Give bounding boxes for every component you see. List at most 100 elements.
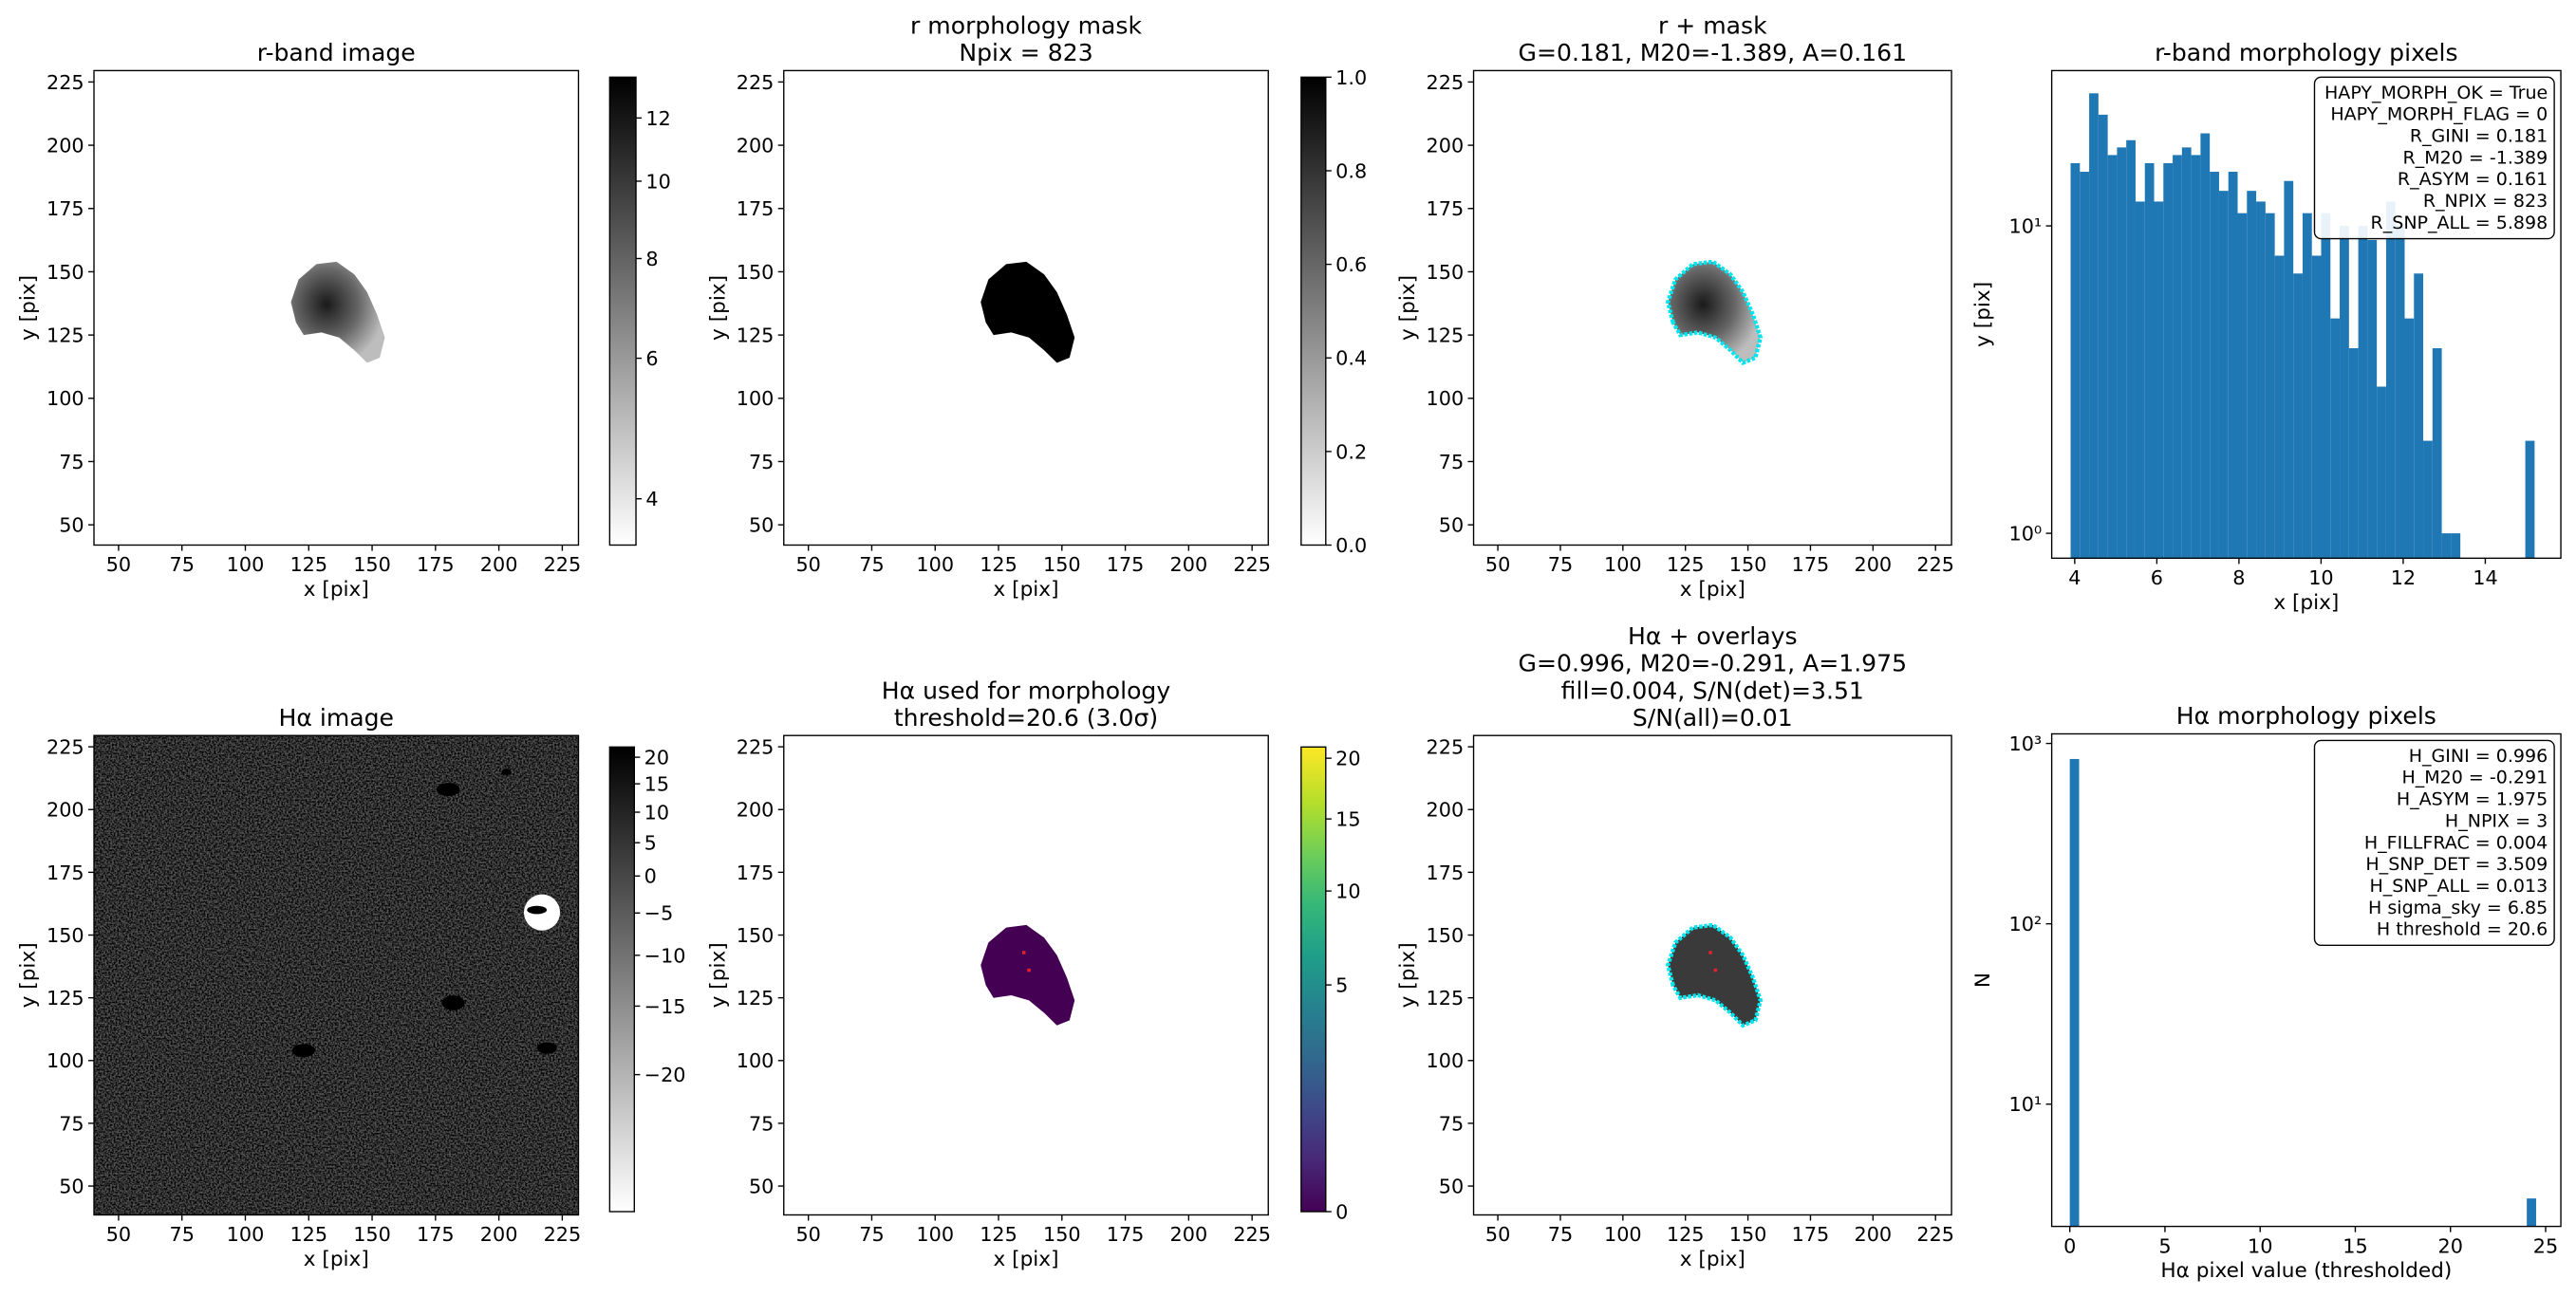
annotation-line: H_SNP_ALL = 0.013 (2369, 876, 2548, 897)
annotation-line: H_SNP_DET = 3.509 (2365, 854, 2548, 875)
y-tick-label: 75 (59, 451, 84, 473)
y-tick-label: 225 (1427, 71, 1465, 94)
y-tick-label: 50 (1439, 1175, 1464, 1197)
histogram-bar (2441, 533, 2452, 559)
x-tick-label: 75 (1548, 1223, 1573, 1246)
x-tick-label: 12 (2391, 566, 2416, 589)
x-tick-label: 200 (1855, 1223, 1893, 1246)
x-tick-label: 175 (1792, 1223, 1830, 1246)
x-tick-label: 225 (1233, 553, 1271, 576)
colorbar (608, 746, 636, 1213)
y-tick-label: 200 (1427, 135, 1465, 157)
x-axis-label: x [pix] (1680, 578, 1745, 602)
chart-title: threshold=20.6 (3.0σ) (894, 704, 1158, 732)
x-tick-label: 225 (1916, 553, 1954, 576)
detected-pixel (1708, 951, 1712, 954)
y-tick-label: 100 (47, 387, 84, 410)
y-tick-label: 150 (47, 924, 84, 947)
colorbar-tick-label: 15 (644, 773, 669, 796)
histogram-bar (2525, 440, 2535, 559)
x-tick-label: 200 (1170, 553, 1208, 576)
axes-frame (2050, 732, 2562, 1228)
y-tick-label: 50 (59, 1175, 84, 1197)
histogram-bar (2080, 172, 2090, 559)
annotation-line: H_NPIX = 3 (2445, 810, 2548, 831)
chart-title: G=0.996, M20=-0.291, A=1.975 (1519, 650, 1908, 677)
bright-source (441, 995, 465, 1010)
histogram-bar (2218, 191, 2229, 559)
y-tick-label: 225 (47, 736, 84, 759)
x-tick-label: 0 (2063, 1234, 2076, 1257)
chart-title: Hα + overlays (1628, 622, 1798, 650)
x-tick-label: 200 (480, 553, 518, 576)
x-tick-label: 75 (859, 1223, 884, 1246)
histogram-bar (2395, 226, 2405, 559)
histogram-bar (2423, 440, 2433, 559)
y-tick-label: 200 (1427, 799, 1465, 822)
colorbar-tick-label: 1.0 (1335, 66, 1367, 89)
x-tick-label: 10 (2308, 566, 2333, 589)
y-tick-label: 175 (737, 862, 775, 884)
x-tick-label: 100 (1604, 1223, 1642, 1246)
annotation-line: H_GINI = 0.996 (2409, 746, 2548, 767)
y-tick-label: 75 (1439, 1112, 1464, 1135)
x-axis-label: x [pix] (993, 1248, 1058, 1271)
chart-title: Hα used for morphology (882, 676, 1171, 704)
y-tick-label: 150 (1427, 924, 1465, 947)
x-tick-label: 75 (170, 553, 195, 576)
x-tick-label: 125 (1667, 553, 1705, 576)
y-tick-label: 125 (47, 987, 84, 1010)
colorbar-tick-label: 0 (1335, 1200, 1348, 1223)
histogram-bar (2414, 273, 2424, 559)
annotation-line: H threshold = 20.6 (2377, 919, 2548, 940)
histogram-bar (2377, 386, 2386, 559)
annotation-box (2313, 76, 2555, 240)
x-tick-label: 50 (106, 1223, 131, 1246)
x-tick-label: 175 (417, 553, 455, 576)
y-tick-label: 125 (737, 324, 775, 347)
x-tick-label: 100 (227, 553, 265, 576)
colorbar-tick-label: 0.4 (1335, 347, 1367, 370)
x-tick-label: 100 (227, 1223, 265, 1246)
x-tick-label: 125 (289, 1223, 327, 1246)
colorbar-tick-label: 12 (645, 107, 670, 130)
annotation-line: H_FILLFRAC = 0.004 (2364, 832, 2548, 853)
chart-title: G=0.181, M20=-1.389, A=0.161 (1519, 39, 1908, 66)
histogram-bar (2107, 155, 2118, 559)
bright-source (291, 1044, 316, 1058)
chart-title: Hα image (279, 704, 394, 732)
x-tick-label: 125 (980, 553, 1017, 576)
histogram-bar (2367, 239, 2378, 559)
y-axis-label: y [pix] (706, 942, 730, 1008)
y-axis-label: y [pix] (17, 275, 41, 341)
axes-frame (93, 69, 580, 547)
colorbar-tick-label: 6 (645, 347, 658, 370)
detected-pixel (1713, 968, 1718, 973)
y-tick-label: 175 (47, 862, 84, 884)
y-tick-label: 150 (1427, 261, 1465, 284)
x-axis-label: x [pix] (993, 578, 1058, 602)
x-tick-label: 150 (1729, 1223, 1767, 1246)
y-tick-label: 10³ (2009, 732, 2043, 755)
histogram-bar (2144, 162, 2155, 559)
x-tick-label: 50 (1485, 1223, 1510, 1246)
colorbar-tick-label: −15 (644, 995, 686, 1018)
y-tick-label: 200 (47, 135, 84, 157)
y-tick-label: 100 (737, 387, 775, 410)
y-tick-label: 125 (1427, 987, 1465, 1010)
y-tick-label: 125 (47, 324, 84, 347)
x-tick-label: 225 (1916, 1223, 1954, 1246)
histogram-bar (2228, 172, 2238, 559)
x-tick-label: 125 (980, 1223, 1017, 1246)
x-tick-label: 175 (417, 1223, 455, 1246)
axes-frame (1472, 734, 1952, 1216)
bright-source (536, 1042, 557, 1054)
image-content (1665, 922, 1764, 1028)
colorbar-tick-label: 4 (645, 488, 658, 510)
chart-title: Npix = 823 (959, 39, 1092, 66)
histogram-bar (2173, 155, 2182, 559)
x-tick-label: 175 (1792, 553, 1830, 576)
colorbar-tick-label: −5 (644, 902, 674, 925)
